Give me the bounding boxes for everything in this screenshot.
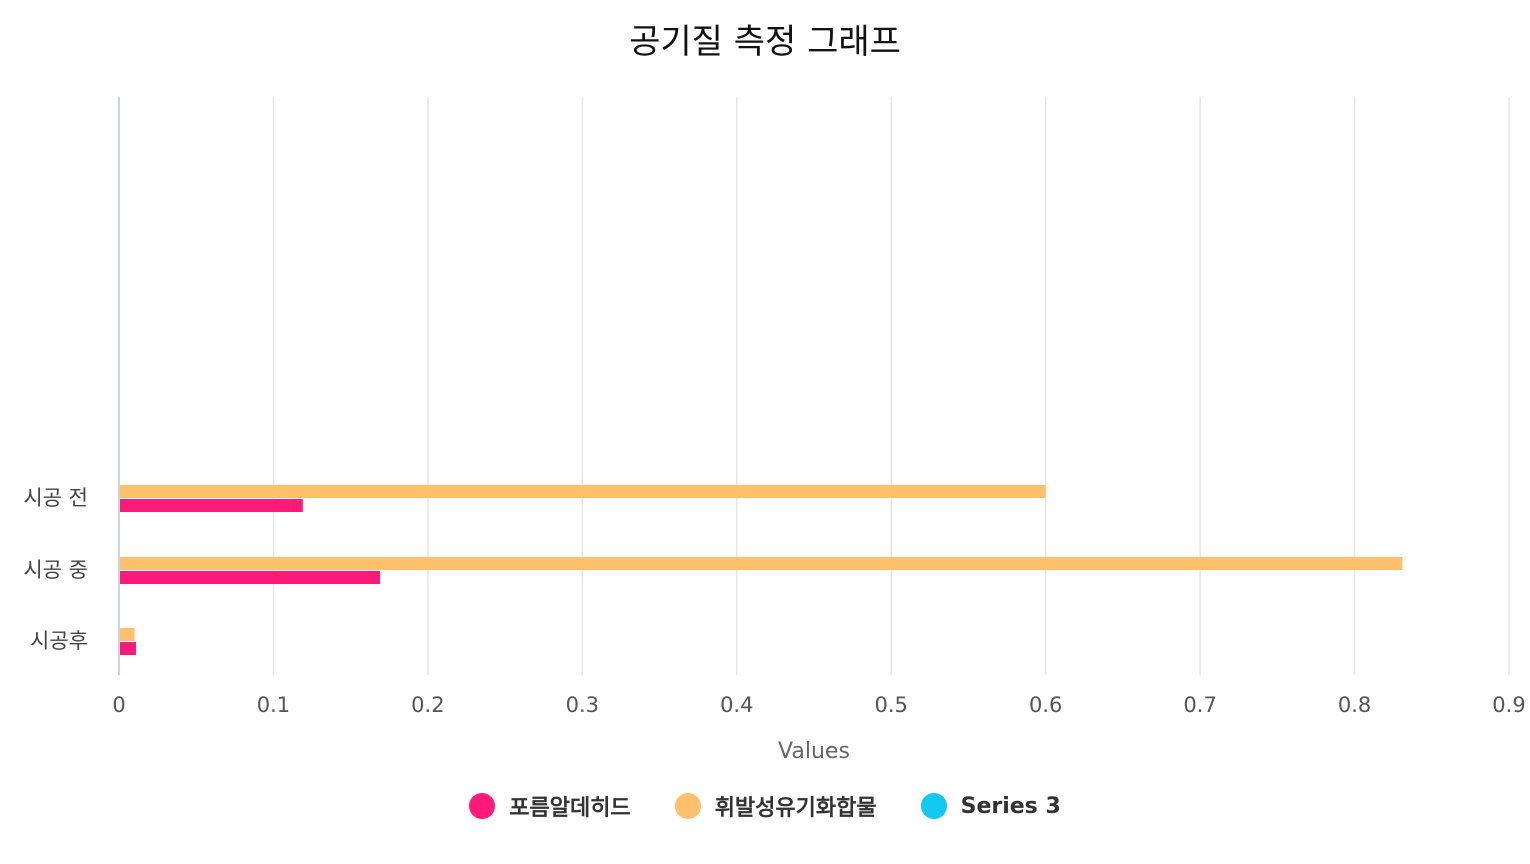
- legend: 포름알데히드 휘발성유기화합물 Series 3: [0, 790, 1530, 822]
- legend-label: 포름알데히드: [509, 796, 631, 821]
- bar-voc[interactable]: [120, 557, 1403, 570]
- x-tick-label: 0: [112, 693, 125, 717]
- legend-label: 휘발성유기화합물: [714, 796, 877, 821]
- x-tick-label: 0.8: [1338, 693, 1371, 717]
- legend-label: Series 3: [960, 793, 1061, 819]
- bar-voc[interactable]: [120, 628, 135, 641]
- x-axis-title: Values: [778, 739, 850, 764]
- y-category-label: 시공후: [30, 629, 88, 653]
- x-tick-label: 0.5: [875, 693, 908, 717]
- bars-layer: [120, 485, 1403, 655]
- x-tick-label: 0.9: [1492, 693, 1525, 717]
- y-category-label: 시공 전: [23, 486, 88, 510]
- y-category-label: 시공 중: [23, 558, 88, 582]
- x-tick-label: 0.4: [720, 693, 753, 717]
- legend-item[interactable]: 포름알데히드: [469, 790, 631, 822]
- x-tick-label: 0.3: [566, 693, 599, 717]
- legend-item[interactable]: Series 3: [920, 790, 1061, 822]
- legend-item[interactable]: 휘발성유기화합물: [674, 790, 877, 822]
- bar-formaldehyde[interactable]: [120, 571, 381, 584]
- legend-swatch: [674, 793, 701, 819]
- chart-title: 공기질 측정 그래프: [629, 22, 901, 62]
- x-tick-label: 0.7: [1183, 693, 1216, 717]
- x-tick-label: 0.2: [411, 693, 444, 717]
- x-tick-label: 0.1: [257, 693, 290, 717]
- legend-swatch: [920, 793, 947, 819]
- bar-formaldehyde[interactable]: [120, 642, 136, 655]
- bar-voc[interactable]: [120, 485, 1046, 498]
- legend-swatch: [469, 793, 496, 819]
- x-tick-label: 0.6: [1029, 693, 1062, 717]
- bar-formaldehyde[interactable]: [120, 499, 303, 512]
- grid-layer: [118, 97, 1510, 675]
